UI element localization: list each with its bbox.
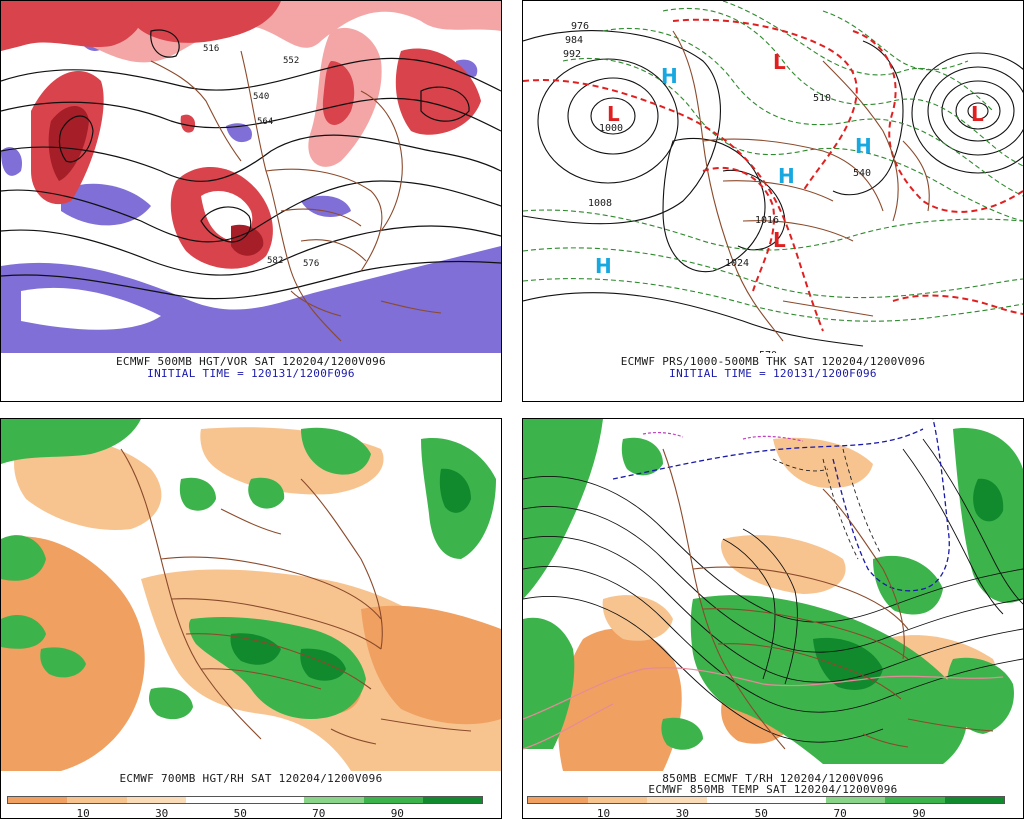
colorbar-swatch xyxy=(528,797,588,803)
panel-1-caption-init-time: INITIAL TIME = 120131/1200F096 xyxy=(147,367,355,380)
panel-1-caption-title: ECMWF 500MB HGT/VOR SAT 120204/1200V096 xyxy=(116,355,386,368)
colorbar-swatch xyxy=(304,797,364,803)
colorbar-tick-90: 90 xyxy=(390,807,404,819)
colorbar-swatch xyxy=(8,797,68,803)
isobar-label-1000: 1000 xyxy=(599,123,623,134)
pressure-thickness-map: 976 984 992 1000 1008 1016 1024 510 540 … xyxy=(523,1,1023,353)
colorbar-tick-10: 10 xyxy=(76,807,90,819)
colorbar-swatch xyxy=(587,797,647,803)
colorbar-tick-70: 70 xyxy=(312,807,326,819)
panel-3-caption-title: ECMWF 700MB HGT/RH SAT 120204/1200V096 xyxy=(119,772,383,785)
contour-label-582: 582 xyxy=(267,256,283,266)
low-pressure-symbol: L xyxy=(773,228,786,252)
rh-colorbar-ticks: 10 30 50 70 90 xyxy=(7,807,483,819)
contour-label-540: 540 xyxy=(253,92,269,102)
low-pressure-symbol: L xyxy=(971,102,984,126)
colorbar-swatch xyxy=(766,797,826,803)
panel-4-caption-title: 850MB ECMWF T/RH 120204/1200V096 xyxy=(662,772,884,785)
thickness-label-570: 570 xyxy=(759,350,777,353)
colorbar-swatch xyxy=(126,797,186,803)
colorbar-swatch xyxy=(885,797,945,803)
contour-label-516: 516 xyxy=(203,44,219,54)
rh-colorbar-ticks: 10 30 50 70 90 xyxy=(527,807,1005,819)
panel-4-caption-subtitle: ECMWF 850MB TEMP SAT 120204/1200V096 xyxy=(648,783,898,796)
high-pressure-symbol: H xyxy=(778,164,795,188)
high-pressure-symbol: H xyxy=(661,64,678,88)
panel-2-caption-title: ECMWF PRS/1000-500MB THK SAT 120204/1200… xyxy=(620,355,926,368)
rh-700mb-map xyxy=(1,419,501,771)
colorbar-tick-70: 70 xyxy=(833,807,847,819)
colorbar-swatch xyxy=(944,797,1004,803)
colorbar-swatch xyxy=(647,797,707,803)
thickness-label-510: 510 xyxy=(813,93,831,104)
isobar-label-976: 976 xyxy=(571,21,589,32)
panel-prs-thickness: 976 984 992 1000 1008 1016 1024 510 540 … xyxy=(522,0,1024,402)
colorbar-tick-30: 30 xyxy=(155,807,169,819)
colorbar-tick-10: 10 xyxy=(596,807,611,819)
contour-label-564: 564 xyxy=(257,117,273,127)
isobar-label-1008: 1008 xyxy=(588,198,612,209)
panel-500mb-hgt-vor: 516 540 552 564 576 582 ECMWF 500MB HGT/… xyxy=(0,0,502,402)
temp-rh-850mb-map xyxy=(523,419,1023,771)
vorticity-map: 516 540 552 564 576 582 xyxy=(1,1,501,353)
low-pressure-symbol: L xyxy=(773,50,786,74)
isobar-label-1016: 1016 xyxy=(755,215,779,226)
thickness-label-540: 540 xyxy=(853,168,871,179)
colorbar-swatch xyxy=(363,797,423,803)
colorbar-tick-90: 90 xyxy=(912,807,926,819)
high-pressure-symbol: H xyxy=(595,254,612,278)
colorbar-tick-30: 30 xyxy=(675,807,689,819)
isobar-label-984: 984 xyxy=(565,35,583,46)
rh-colorbar xyxy=(7,796,483,804)
colorbar-swatch xyxy=(67,797,127,803)
contour-label-552: 552 xyxy=(283,56,299,66)
colorbar-swatch xyxy=(825,797,885,803)
high-pressure-symbol: H xyxy=(855,134,872,158)
colorbar-tick-50: 50 xyxy=(754,807,768,819)
low-pressure-symbol: L xyxy=(607,102,620,126)
panel-2-caption-init-time: INITIAL TIME = 120131/1200F096 xyxy=(669,367,877,380)
contour-label-576: 576 xyxy=(303,259,319,269)
isobar-label-992: 992 xyxy=(563,49,581,60)
panel-700mb-hgt-rh: ECMWF 700MB HGT/RH SAT 120204/1200V096 1… xyxy=(0,418,502,819)
isobar-label-1024: 1024 xyxy=(725,258,749,269)
panel-850mb-t-rh: 850MB ECMWF T/RH 120204/1200V096 ECMWF 8… xyxy=(522,418,1024,819)
colorbar-swatch xyxy=(245,797,305,803)
rh-colorbar xyxy=(527,796,1005,804)
colorbar-swatch xyxy=(706,797,766,803)
colorbar-swatch xyxy=(422,797,482,803)
colorbar-swatch xyxy=(185,797,245,803)
colorbar-tick-50: 50 xyxy=(233,807,247,819)
